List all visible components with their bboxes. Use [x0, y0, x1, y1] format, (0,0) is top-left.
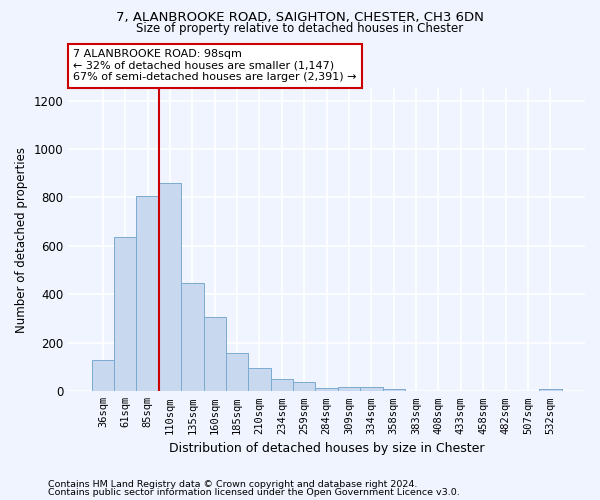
Bar	[203, 318, 226, 392]
Text: Contains public sector information licensed under the Open Government Licence v3: Contains public sector information licen…	[48, 488, 460, 497]
Bar	[316, 388, 338, 392]
Bar	[293, 382, 316, 392]
Bar	[338, 387, 360, 392]
Bar	[539, 389, 562, 392]
Bar	[92, 360, 114, 392]
Bar	[114, 238, 136, 392]
Text: 7, ALANBROOKE ROAD, SAIGHTON, CHESTER, CH3 6DN: 7, ALANBROOKE ROAD, SAIGHTON, CHESTER, C…	[116, 11, 484, 24]
Y-axis label: Number of detached properties: Number of detached properties	[15, 147, 28, 333]
Bar	[136, 196, 159, 392]
Bar	[181, 284, 203, 392]
Bar	[383, 389, 405, 392]
Text: Contains HM Land Registry data © Crown copyright and database right 2024.: Contains HM Land Registry data © Crown c…	[48, 480, 418, 489]
Bar	[271, 379, 293, 392]
X-axis label: Distribution of detached houses by size in Chester: Distribution of detached houses by size …	[169, 442, 484, 455]
Bar	[360, 387, 383, 392]
Bar	[226, 353, 248, 392]
Text: 7 ALANBROOKE ROAD: 98sqm
← 32% of detached houses are smaller (1,147)
67% of sem: 7 ALANBROOKE ROAD: 98sqm ← 32% of detach…	[73, 49, 357, 82]
Text: Size of property relative to detached houses in Chester: Size of property relative to detached ho…	[136, 22, 464, 35]
Bar	[248, 368, 271, 392]
Bar	[159, 184, 181, 392]
